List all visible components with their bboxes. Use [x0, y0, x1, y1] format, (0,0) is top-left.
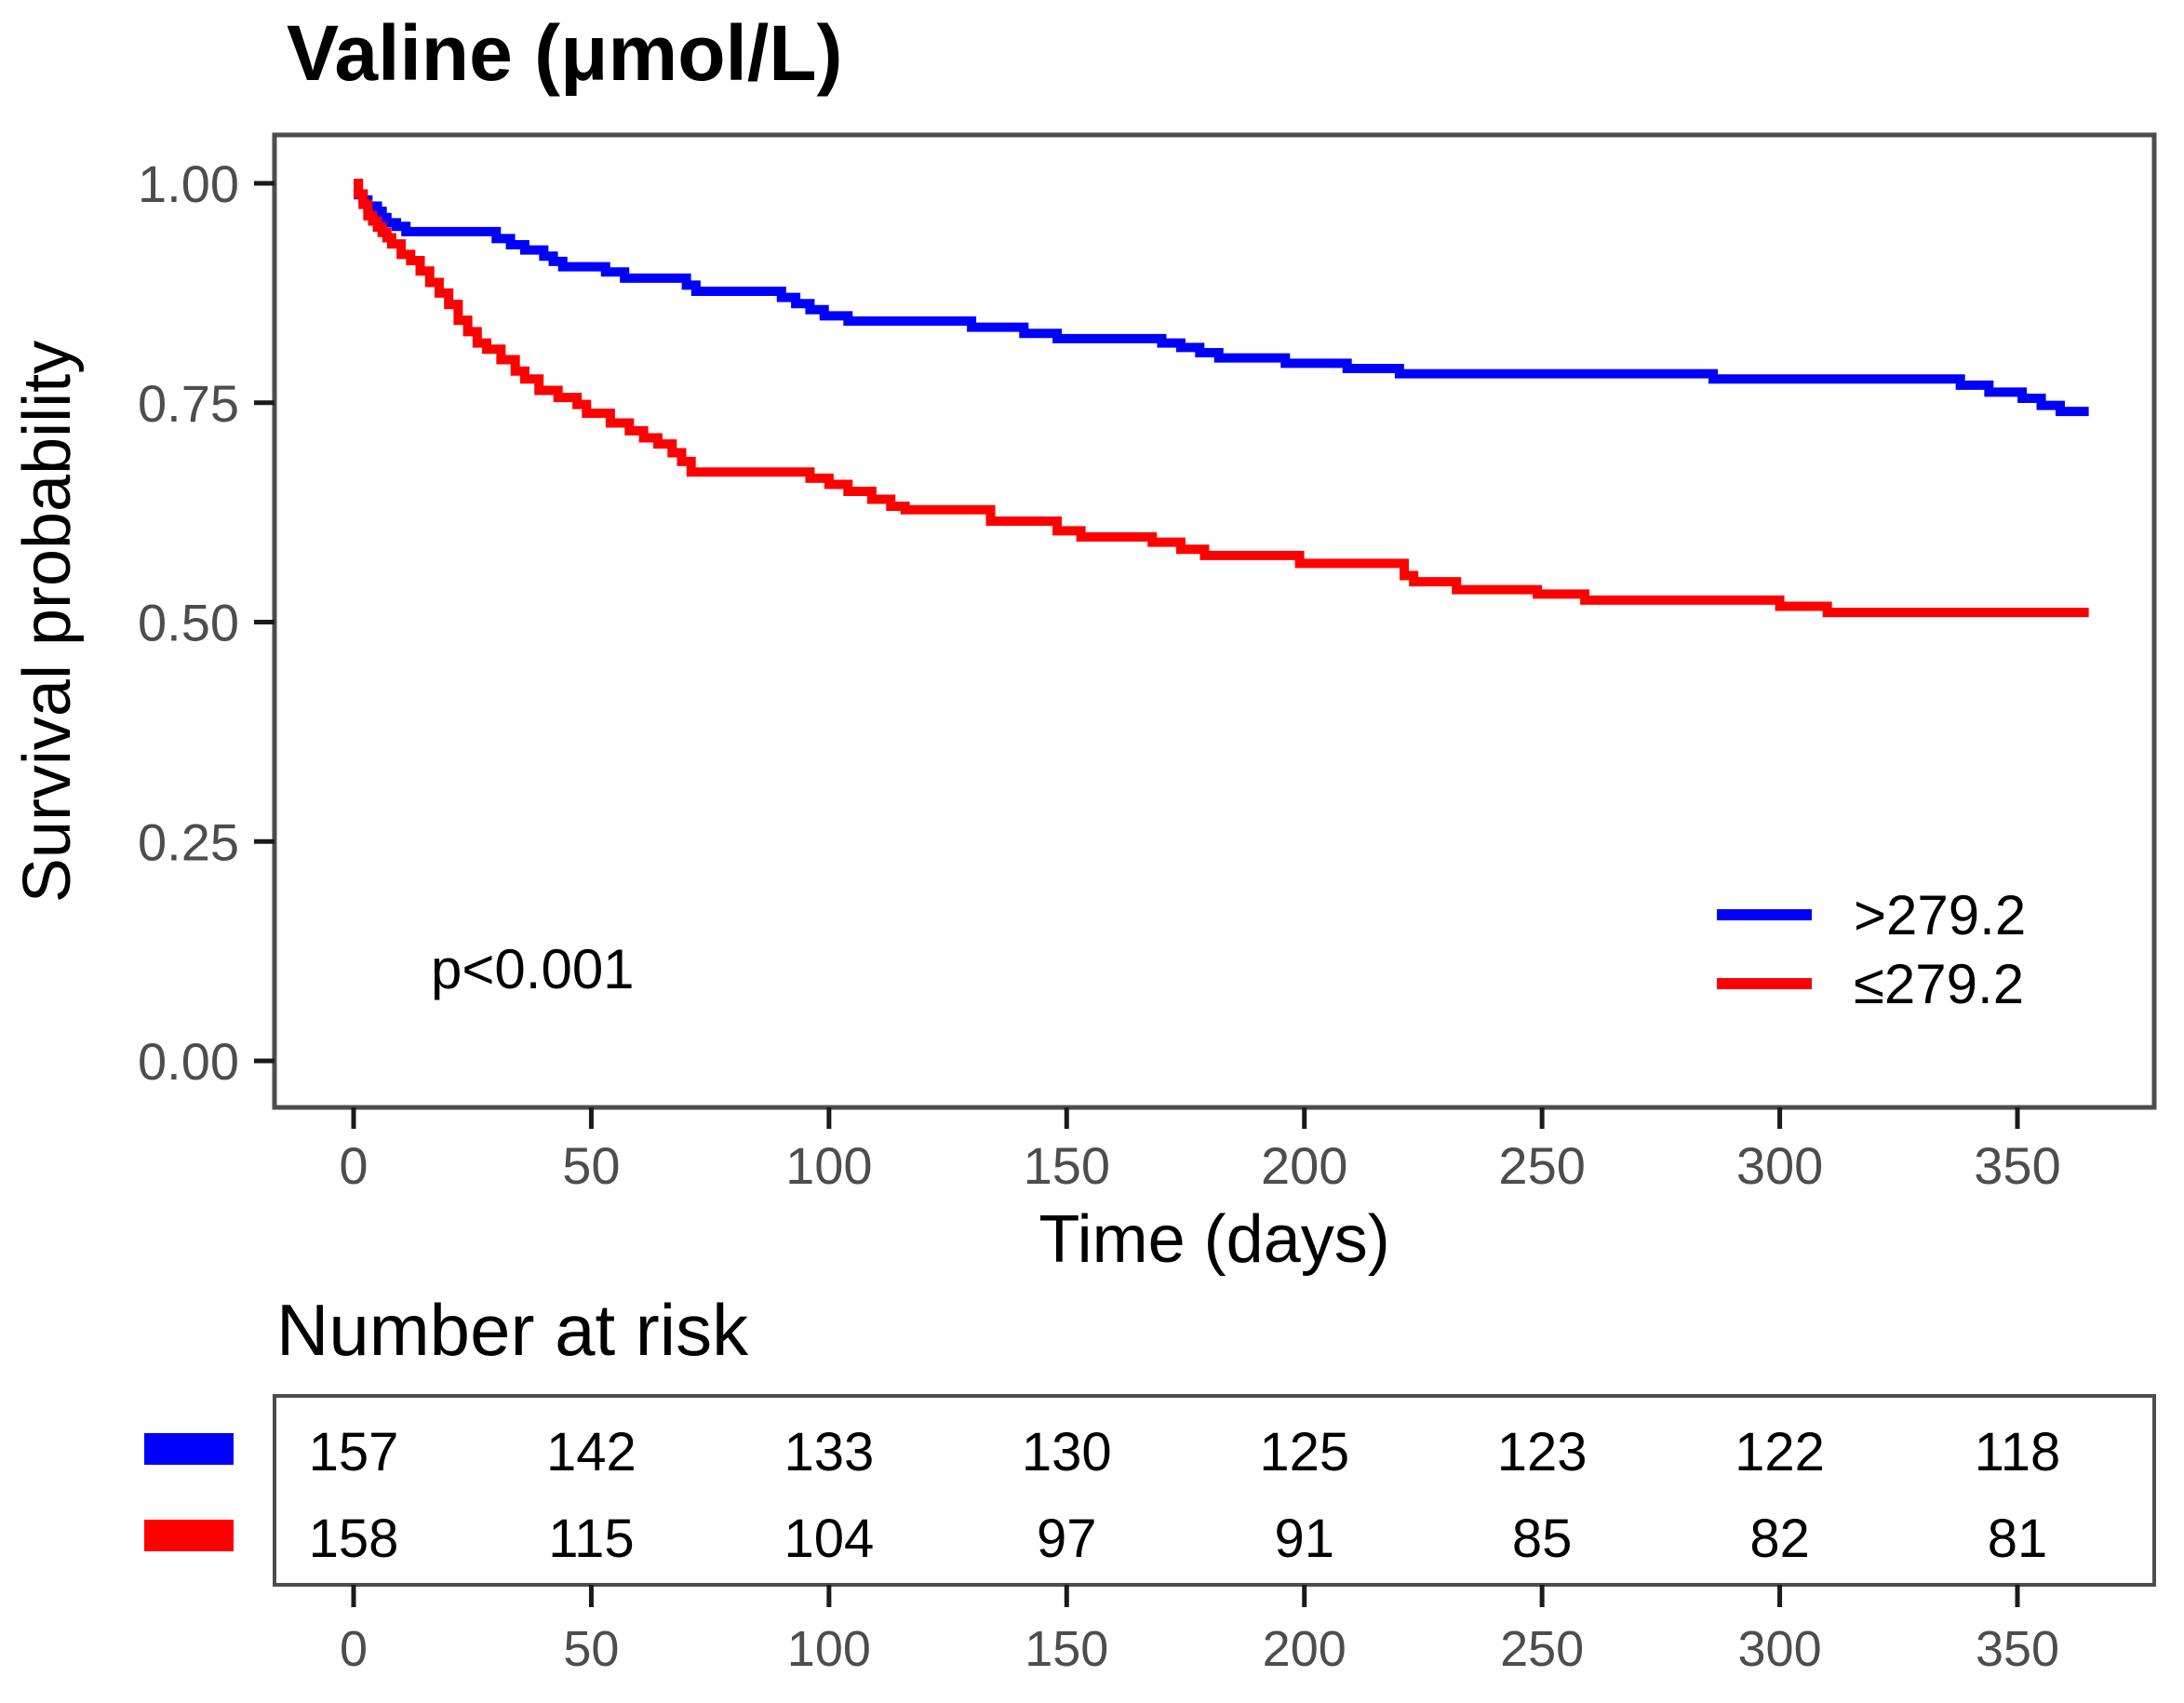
- risk-tick-label: 100: [787, 1621, 871, 1677]
- y-tick-label: 1.00: [138, 154, 239, 213]
- risk-count: 123: [1497, 1422, 1588, 1482]
- risk-count: 142: [546, 1422, 636, 1482]
- risk-count: 157: [309, 1422, 399, 1482]
- y-tick-label: 0.75: [138, 374, 239, 433]
- legend-label-red: ≤279.2: [1854, 953, 2024, 1015]
- risk-count: 97: [1037, 1509, 1097, 1569]
- risk-count: 104: [784, 1509, 874, 1569]
- risk-table-title: Number at risk: [276, 1289, 749, 1371]
- legend: >279.2 ≤279.2: [1717, 884, 2026, 1015]
- y-tick-label: 0.50: [138, 594, 239, 652]
- plot-title: Valine (μmol/L): [287, 9, 842, 97]
- risk-count: 130: [1022, 1422, 1112, 1482]
- y-tick-label: 0.00: [138, 1032, 239, 1091]
- p-value-label: p<0.001: [431, 938, 635, 1000]
- risk-axis: 0 50 100 150 200 250 300 350: [340, 1585, 2059, 1677]
- risk-count: 85: [1512, 1509, 1573, 1569]
- risk-count: 115: [548, 1509, 634, 1569]
- y-tick-label: 0.25: [138, 812, 239, 871]
- risk-count: 118: [1975, 1422, 2060, 1482]
- risk-tick-label: 50: [563, 1621, 619, 1677]
- x-tick-label: 250: [1498, 1136, 1585, 1195]
- survival-curve-blue: [354, 179, 2089, 417]
- x-tick-label: 100: [785, 1136, 872, 1195]
- x-tick-label: 300: [1736, 1136, 1823, 1195]
- legend-label-blue: >279.2: [1854, 884, 2026, 946]
- risk-tick-label: 0: [340, 1621, 368, 1677]
- x-tick-label: 0: [339, 1136, 368, 1195]
- risk-count: 122: [1735, 1422, 1825, 1482]
- y-axis-ticks: 1.00 0.75 0.50 0.25 0.00: [138, 154, 275, 1091]
- x-tick-label: 200: [1261, 1136, 1347, 1195]
- x-axis-title: Time (days): [1038, 1202, 1389, 1277]
- x-axis-ticks: 0 50 100 150 200 250 300 350: [339, 1107, 2061, 1195]
- x-tick-label: 50: [562, 1136, 620, 1195]
- risk-count: 158: [309, 1509, 399, 1569]
- risk-swatch-blue: [144, 1433, 234, 1465]
- y-axis-title: Survival probability: [10, 341, 85, 903]
- risk-table-box: [273, 1394, 2156, 1587]
- risk-count: 81: [1988, 1509, 2048, 1569]
- risk-count: 133: [784, 1422, 874, 1482]
- risk-swatch-red: [144, 1520, 234, 1551]
- risk-count: 82: [1749, 1509, 1810, 1569]
- risk-tick-label: 200: [1263, 1621, 1347, 1677]
- risk-tick-label: 350: [1976, 1621, 2059, 1677]
- risk-tick-label: 150: [1025, 1621, 1108, 1677]
- risk-tick-label: 300: [1738, 1621, 1822, 1677]
- survival-curve-red: [354, 179, 2089, 618]
- risk-count: 91: [1274, 1509, 1334, 1569]
- risk-tick-label: 250: [1500, 1621, 1584, 1677]
- risk-table-numbers: 157 142 133 130 125 123 122 118 158 115 104 97 91 85 8…: [309, 1422, 2061, 1569]
- risk-count: 125: [1259, 1422, 1349, 1482]
- survival-curves: [354, 179, 2089, 618]
- x-tick-label: 150: [1024, 1136, 1110, 1195]
- x-tick-label: 350: [1974, 1136, 2060, 1195]
